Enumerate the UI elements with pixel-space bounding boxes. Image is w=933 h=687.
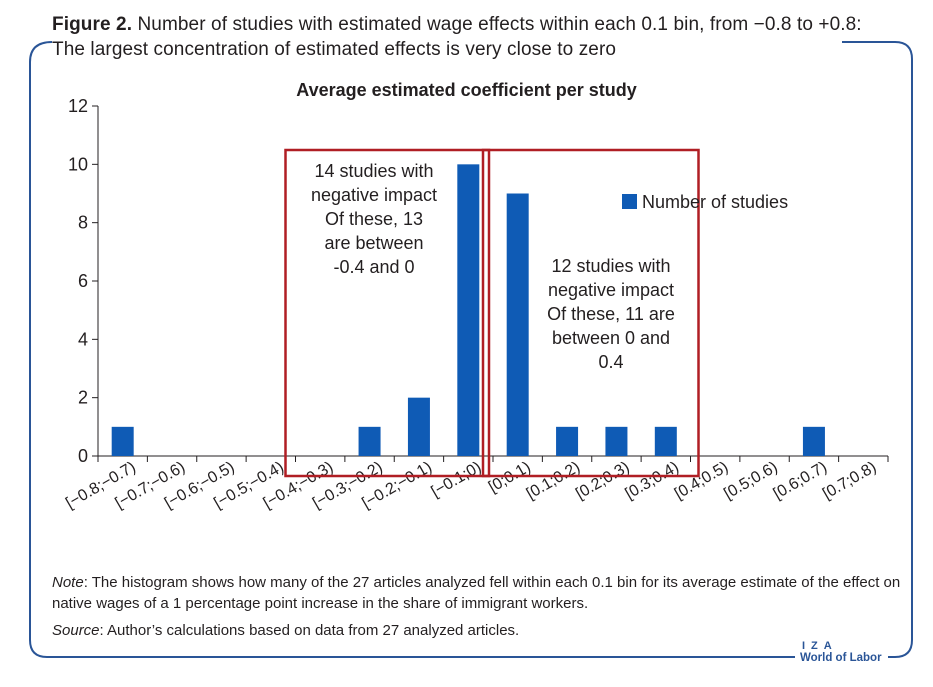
x-tick-label: [0.7;0.8) (820, 459, 879, 503)
annotation-text: Of these, 13 (325, 209, 423, 229)
chart-title: Average estimated coefficient per study (296, 80, 637, 100)
x-tick-label: [0.3;0.4) (622, 459, 681, 503)
bar (506, 193, 529, 456)
bar (802, 426, 825, 456)
figure-caption: Figure 2. Number of studies with estimat… (52, 12, 892, 62)
x-tick-label: [0.5;0.6) (721, 459, 780, 503)
legend-swatch (622, 194, 637, 209)
y-tick-label: 0 (78, 446, 88, 466)
note-text: : The histogram shows how many of the 27… (52, 574, 901, 612)
x-tick-label: [0.4;0.5) (672, 459, 731, 503)
y-tick-label: 6 (78, 271, 88, 291)
source-text: : Author’s calculations based on data fr… (99, 622, 520, 639)
bar (457, 164, 480, 457)
annotation-box (284, 148, 491, 478)
y-tick-label: 4 (78, 329, 88, 349)
bar (605, 426, 628, 456)
frame-border (842, 41, 913, 658)
annotation-box (481, 148, 700, 478)
x-tick-label: [−0.1;0) (428, 459, 484, 501)
bar (556, 426, 579, 456)
annotation-text: negative impact (311, 185, 437, 205)
figure-label: Figure 2. (52, 14, 133, 35)
annotation-text: 0.4 (598, 352, 623, 372)
legend-label: Number of studies (642, 192, 788, 212)
iza-logo-mark: IZA (802, 640, 838, 652)
bar (654, 426, 677, 456)
bar (358, 426, 381, 456)
y-tick-label: 12 (68, 96, 88, 116)
annotation-text: -0.4 and 0 (333, 257, 414, 277)
y-tick-label: 10 (68, 154, 88, 174)
figure-caption-text: Number of studies with estimated wage ef… (52, 14, 862, 60)
y-tick-label: 2 (78, 388, 88, 408)
figure-source: Source: Author’s calculations based on d… (52, 620, 902, 641)
iza-logo-text: World of Labor (800, 652, 882, 664)
annotation-text: negative impact (548, 280, 674, 300)
frame-border-left (29, 41, 795, 658)
bar (111, 426, 134, 456)
histogram-chart: 024681012[−0.8;−0.7)[−0.7;−0.6)[−0.6;−0.… (63, 96, 889, 512)
x-tick-label: [0.6;0.7) (771, 459, 830, 503)
annotation-text: Of these, 11 are (547, 304, 675, 324)
x-tick-label: [0.1;0.2) (524, 459, 583, 503)
annotation-text: between 0 and (552, 328, 670, 348)
annotation-text: 14 studies with (314, 161, 433, 181)
y-tick-label: 8 (78, 213, 88, 233)
annotation-text: are between (324, 233, 423, 253)
annotation-text: 12 studies with (551, 256, 670, 276)
figure-note: Note: The histogram shows how many of th… (52, 572, 902, 614)
iza-logo: IZA World of Labor (800, 640, 882, 664)
note-label: Note (52, 574, 84, 591)
source-label: Source (52, 622, 100, 639)
x-tick-label: [0.2;0.3) (573, 459, 632, 503)
bar (407, 397, 430, 456)
